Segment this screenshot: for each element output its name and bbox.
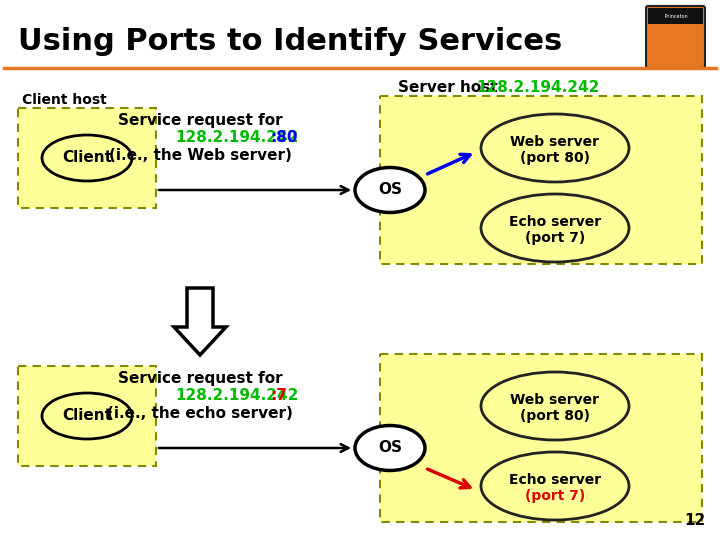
Text: (port 7): (port 7) bbox=[525, 489, 585, 503]
Text: 12: 12 bbox=[685, 513, 706, 528]
FancyBboxPatch shape bbox=[648, 8, 703, 24]
Text: Princeton: Princeton bbox=[662, 14, 688, 18]
Ellipse shape bbox=[481, 114, 629, 182]
FancyBboxPatch shape bbox=[18, 108, 156, 208]
Ellipse shape bbox=[481, 372, 629, 440]
Text: Echo server: Echo server bbox=[509, 473, 601, 487]
Text: (port 80): (port 80) bbox=[520, 151, 590, 165]
Ellipse shape bbox=[481, 194, 629, 262]
FancyBboxPatch shape bbox=[646, 6, 705, 68]
Ellipse shape bbox=[42, 393, 132, 439]
Text: Web server: Web server bbox=[510, 135, 600, 149]
FancyBboxPatch shape bbox=[380, 354, 702, 522]
Text: (i.e., the echo server): (i.e., the echo server) bbox=[107, 407, 293, 422]
Text: (port 7): (port 7) bbox=[525, 231, 585, 245]
Text: Echo server: Echo server bbox=[509, 215, 601, 229]
Text: Client: Client bbox=[62, 151, 112, 165]
Text: Service request for: Service request for bbox=[117, 370, 282, 386]
Text: OS: OS bbox=[378, 441, 402, 456]
FancyBboxPatch shape bbox=[10, 70, 710, 532]
Text: 128.2.194.242: 128.2.194.242 bbox=[476, 80, 599, 96]
Text: Using Ports to Identify Services: Using Ports to Identify Services bbox=[18, 28, 562, 57]
Text: Client: Client bbox=[62, 408, 112, 423]
FancyBboxPatch shape bbox=[380, 96, 702, 264]
Ellipse shape bbox=[355, 426, 425, 470]
Text: Service request for: Service request for bbox=[117, 112, 282, 127]
Text: 128.2.194.242: 128.2.194.242 bbox=[175, 388, 298, 403]
Text: OS: OS bbox=[378, 183, 402, 198]
Text: (i.e., the Web server): (i.e., the Web server) bbox=[109, 148, 292, 164]
Ellipse shape bbox=[355, 167, 425, 213]
Polygon shape bbox=[656, 24, 695, 48]
FancyBboxPatch shape bbox=[18, 366, 156, 466]
Ellipse shape bbox=[481, 452, 629, 520]
Polygon shape bbox=[174, 288, 226, 355]
Text: Server host: Server host bbox=[398, 80, 503, 96]
Text: 128.2.194.242: 128.2.194.242 bbox=[175, 131, 298, 145]
Text: (port 80): (port 80) bbox=[520, 409, 590, 423]
Text: :7: :7 bbox=[270, 388, 287, 403]
Text: Client host: Client host bbox=[22, 93, 107, 107]
Ellipse shape bbox=[42, 135, 132, 181]
Text: Web server: Web server bbox=[510, 393, 600, 407]
Text: :80: :80 bbox=[270, 131, 297, 145]
